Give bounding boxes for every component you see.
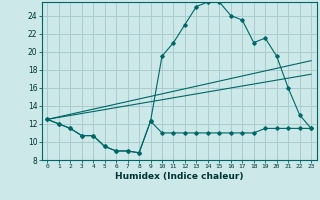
- X-axis label: Humidex (Indice chaleur): Humidex (Indice chaleur): [115, 172, 244, 181]
